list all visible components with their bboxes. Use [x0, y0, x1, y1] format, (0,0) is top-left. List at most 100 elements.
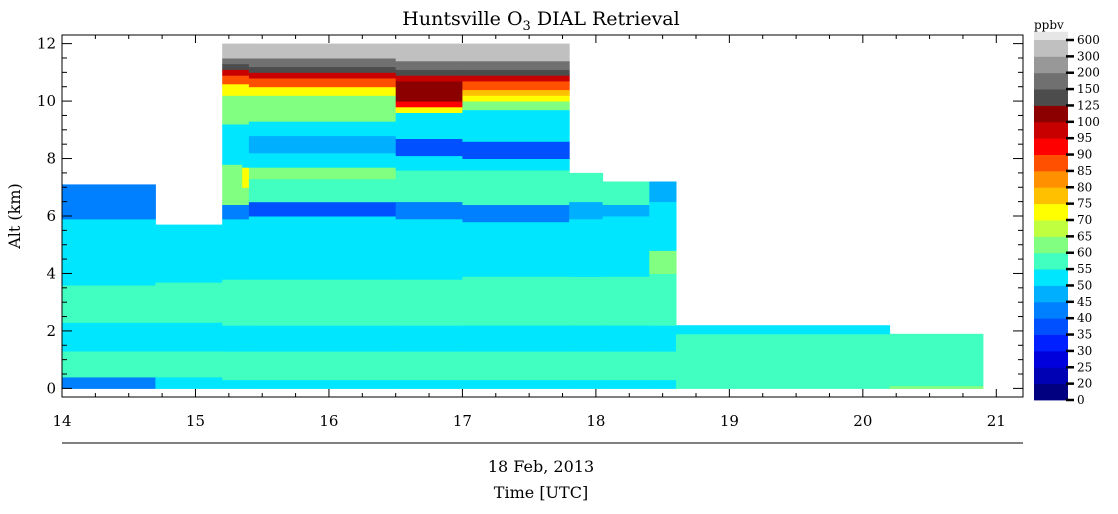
colorbar-swatch [1034, 301, 1068, 319]
x-tick-label: 19 [720, 412, 739, 430]
x-axis-ticks: 14 15 16 17 18 19 20 21 [52, 35, 1006, 430]
curtain-cell-8-6 [602, 181, 650, 205]
colorbar-label: 150 [1077, 82, 1100, 96]
curtain-cell-5-2 [395, 325, 463, 352]
colorbar-swatch [1034, 72, 1068, 90]
curtain-cell-1-2 [155, 322, 223, 352]
curtain-cell-7-1 [569, 351, 604, 381]
colorbar-label: 100 [1077, 115, 1100, 129]
curtain-cell-6-17 [462, 43, 570, 62]
x-tick-label: 14 [52, 412, 71, 430]
curtain-cell-2-10 [222, 75, 243, 85]
curtain-cell-6-9 [462, 109, 570, 142]
curtain-cell-4-4 [248, 216, 397, 280]
y-tick-label: 12 [37, 35, 56, 53]
curtain-cell-0-5 [62, 184, 156, 220]
curtain-cell-8-4 [602, 216, 650, 277]
colorbar-label: 30 [1077, 344, 1092, 358]
curtain-cell-3-8 [242, 124, 250, 168]
curtain-cell-6-16 [462, 60, 570, 70]
colorbar-swatch [1034, 318, 1068, 335]
colorbar-swatch [1034, 31, 1068, 40]
colorbar-labels: 0 20 25 30 35 40 45 50 55 60 65 70 75 80 85 90 95 100 125 1… [1066, 33, 1100, 407]
curtain-cell-7-4 [569, 218, 604, 277]
curtain-cell-4-11 [248, 95, 397, 122]
x-tick-label: 20 [853, 412, 872, 430]
curtain-cell-3-13 [242, 63, 250, 70]
curtain-cell-6-13 [462, 81, 570, 91]
colorbar-swatch [1034, 170, 1068, 188]
curtain-cell-4-3 [248, 279, 397, 326]
colorbar-swatch [1034, 121, 1068, 139]
curtain-cell-7-5 [569, 201, 604, 220]
colorbar-swatch [1034, 269, 1068, 286]
y-axis-ticks: 0 2 4 6 8 10 12 [37, 35, 1023, 397]
curtain-cell-5-10 [395, 106, 463, 113]
curtain-cell-6-8 [462, 141, 570, 159]
curtain-cell-6-3 [462, 276, 570, 326]
curtain-cell-7-3 [569, 276, 604, 326]
curtain-cell-6-6 [462, 170, 570, 205]
curtain-cell-9-1 [649, 351, 677, 381]
curtain-cell-5-1 [395, 351, 463, 381]
curtain-cell-0-4 [62, 218, 156, 286]
plot-area: 14 15 16 17 18 19 20 21 0 2 4 6 8 10 12 [37, 34, 1024, 430]
curtain-cell-3-3 [242, 279, 250, 326]
curtain-cell-5-3 [395, 279, 463, 326]
colorbar-label: 300 [1077, 49, 1100, 63]
colorbar-label: 20 [1077, 377, 1092, 391]
colorbar-label: 0 [1077, 393, 1085, 407]
curtain-cell-4-13 [248, 78, 397, 88]
colorbar-swatch [1034, 383, 1068, 401]
curtain-cell-2-9 [222, 83, 243, 96]
x-tick-label: 18 [586, 412, 605, 430]
curtain-cell-8-5 [602, 204, 650, 217]
curtain-cell-11-0 [889, 385, 984, 389]
colorbar-label: 65 [1077, 229, 1092, 243]
curtain-cell-3-11 [242, 75, 250, 85]
curtain-cell-6-12 [462, 89, 570, 96]
curtain-cell-9-5 [649, 201, 677, 251]
curtain-cell-4-15 [248, 66, 397, 73]
curtain-cell-4-8 [248, 152, 397, 168]
colorbar-label: 45 [1077, 295, 1092, 309]
curtain-cell-2-8 [222, 95, 243, 125]
colorbar-swatch [1034, 367, 1068, 385]
curtain-cell-4-7 [248, 167, 397, 180]
colorbar: ppbv 0 20 25 30 35 40 45 50 55 60 65 70 75 80 85 90 95 10… [1034, 18, 1100, 407]
curtain-cell-6-7 [462, 158, 570, 171]
curtain-cell-3-2 [242, 325, 250, 352]
curtain-cell-10-0 [676, 379, 891, 389]
curtain-cell-4-5 [248, 201, 397, 217]
curtain-cell-4-0 [248, 379, 397, 389]
colorbar-label: 200 [1077, 66, 1100, 80]
chart-title: Huntsville O3 DIAL Retrieval [402, 8, 679, 34]
colorbar-label: 90 [1077, 148, 1092, 162]
curtain-cell-10-2 [676, 325, 891, 335]
curtain-cell-3-0 [242, 379, 250, 389]
colorbar-swatch [1034, 203, 1068, 221]
colorbar-label: 55 [1077, 262, 1092, 276]
curtain-cell-5-15 [395, 60, 463, 70]
curtain-cell-3-10 [242, 83, 250, 96]
title-subscript: 3 [523, 19, 531, 34]
curtain-cell-5-6 [395, 170, 463, 203]
curtain-cell-2-2 [222, 325, 243, 352]
colorbar-label: 95 [1077, 131, 1092, 145]
curtain-cell-11-1 [889, 333, 984, 386]
curtain-cell-1-4 [155, 224, 223, 283]
colorbar-swatch [1034, 89, 1068, 106]
y-tick-label: 10 [37, 92, 56, 110]
curtain-cell-7-6 [569, 172, 604, 203]
curtain-cell-2-1 [222, 351, 243, 381]
date-label: 18 Feb, 2013 [488, 457, 594, 476]
colorbar-swatch [1034, 56, 1068, 74]
curtain-cell-3-4 [242, 218, 250, 280]
curtain-cell-3-9 [242, 95, 250, 125]
colorbar-cells [1034, 31, 1068, 401]
colorbar-label: 40 [1077, 311, 1092, 325]
curtain-cell-6-10 [462, 101, 570, 111]
curtain-cell-5-5 [395, 201, 463, 220]
x-tick-label: 16 [319, 412, 338, 430]
